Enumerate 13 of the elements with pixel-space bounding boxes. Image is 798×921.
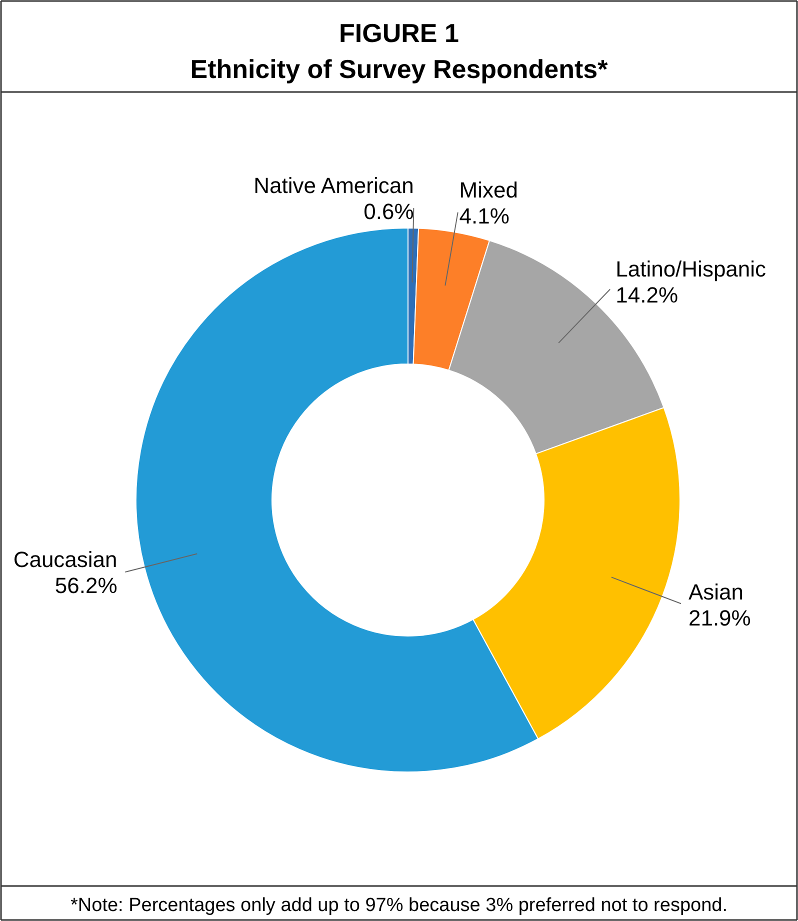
data-label: 4.1%	[459, 203, 510, 228]
slice-label: Asian	[688, 579, 744, 604]
data-label: 14.2%	[616, 282, 678, 308]
data-label: 0.6%	[364, 199, 414, 224]
data-label: 21.9%	[688, 605, 751, 630]
data-label: 56.2%	[54, 573, 118, 598]
chart-subtitle: Ethnicity of Survey Respondents*	[190, 54, 609, 84]
text: *Note: Percentages only add up to 97% because 3% preferred not to respond.	[70, 895, 728, 916]
slice-label: Mixed	[459, 177, 518, 202]
slice-label: Caucasian	[13, 547, 118, 572]
slice-label: Latino/Hispanic	[616, 256, 766, 282]
chart-title: FIGURE 1	[339, 18, 459, 48]
slice-label: Native American	[254, 173, 414, 198]
